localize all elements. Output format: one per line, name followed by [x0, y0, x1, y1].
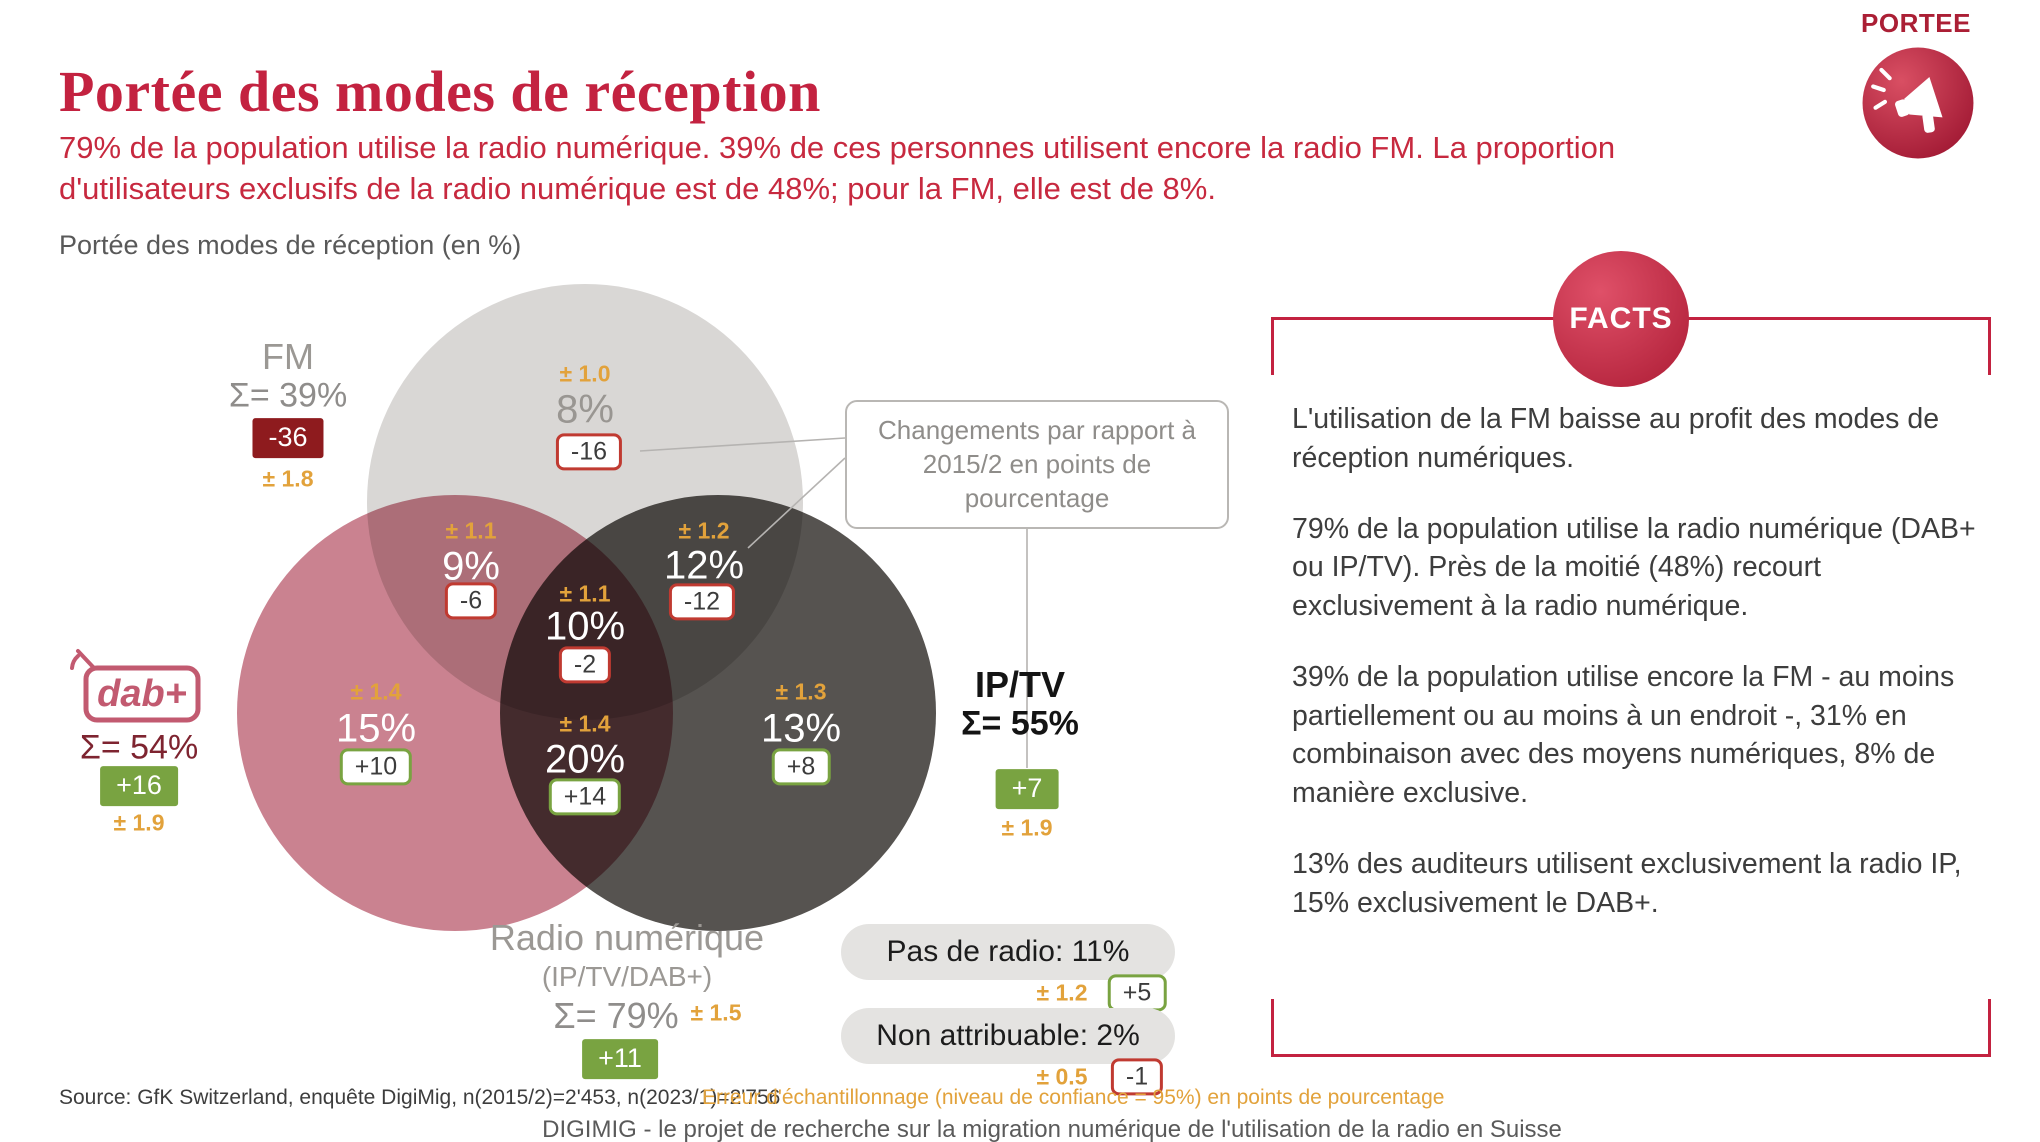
digital-sum: Σ= 79%	[553, 995, 679, 1036]
fm-only-margin: ± 1.0	[559, 360, 611, 387]
source-note: Source: GfK Switzerland, enquête DigiMig…	[59, 1086, 781, 1109]
dab-only-margin: ± 1.4	[350, 678, 402, 705]
fm-only-value: 8%	[556, 387, 614, 432]
facts-text: L'utilisation de la FM baisse au profit …	[1292, 400, 1984, 954]
dab-change-badge: +16	[100, 766, 178, 806]
no-radio-margin: ± 1.2	[1036, 979, 1088, 1006]
dab-iptv-change-badge: +14	[548, 778, 622, 816]
no-radio-change-badge: +5	[1107, 974, 1167, 1012]
dab-only-value: 15%	[335, 706, 417, 751]
iptv-set-label: IP/TV	[974, 664, 1066, 705]
iptv-only-change-badge: +8	[771, 748, 831, 786]
dab-logo-text: dab+	[97, 673, 187, 715]
iptv-sum: Σ= 55%	[961, 704, 1079, 743]
not-attributable-pill: Non attribuable: 2%	[841, 1008, 1175, 1064]
facts-paragraph: L'utilisation de la FM baisse au profit …	[1292, 403, 1940, 474]
dab-sum: Σ= 54%	[79, 728, 199, 767]
fm-iptv-margin: ± 1.2	[678, 517, 730, 544]
center-value: 10%	[544, 604, 626, 649]
callout-box: Changements par rapport à 2015/2 en poin…	[845, 400, 1229, 530]
dab-iptv-margin: ± 1.4	[559, 710, 611, 737]
digimig-note: DIGIMIG - le projet de recherche sur la …	[542, 1116, 1562, 1142]
fm-iptv-change-badge: -12	[668, 583, 736, 621]
fm-sum: Σ= 39%	[228, 376, 348, 415]
iptv-margin: ± 1.9	[1001, 814, 1053, 841]
dab-only-change-badge: +10	[339, 748, 413, 786]
megaphone-icon	[1859, 44, 1977, 162]
center-change-badge: -2	[558, 646, 612, 684]
page-subtitle: 79% de la population utilise la radio nu…	[59, 130, 1616, 206]
not-attributable-change-badge: -1	[1110, 1058, 1164, 1096]
fm-dab-change-badge: -6	[444, 582, 498, 620]
fm-iptv-value: 12%	[663, 543, 745, 588]
fm-only-change-badge: -16	[555, 433, 623, 471]
chart-title: Portée des modes de réception (en %)	[59, 230, 522, 260]
corner-section-label: PORTEE	[1861, 8, 1971, 38]
dab-margin: ± 1.9	[113, 809, 165, 836]
dab-iptv-value: 20%	[544, 737, 626, 782]
fm-dab-margin: ± 1.1	[445, 517, 497, 544]
fm-margin: ± 1.8	[262, 465, 314, 492]
iptv-circle	[500, 495, 936, 931]
no-radio-pill: Pas de radio: 11%	[841, 924, 1175, 980]
fm-set-label: FM	[262, 336, 314, 377]
page-title: Portée des modes de réception	[59, 59, 821, 124]
not-attributable-margin: ± 0.5	[1036, 1063, 1088, 1090]
fm-change-badge: -36	[252, 418, 324, 458]
iptv-only-margin: ± 1.3	[775, 678, 827, 705]
center-margin: ± 1.1	[559, 580, 611, 607]
facts-paragraph: 79% de la population utilise la radio nu…	[1292, 512, 1976, 623]
dab-plus-logo-icon: dab+	[64, 646, 204, 726]
digital-margin: ± 1.5	[690, 999, 742, 1026]
digital-set-label: Radio numérique	[489, 917, 765, 958]
fm-dab-value: 9%	[442, 544, 500, 589]
facts-badge: FACTS	[1553, 251, 1689, 387]
digital-change-badge: +11	[582, 1039, 658, 1079]
digital-set-sublabel: (IP/TV/DAB+)	[541, 961, 713, 992]
sampling-error-note: Erreur d'échantillonnage (niveau de conf…	[702, 1086, 1445, 1109]
facts-paragraph: 39% de la population utilise encore la F…	[1292, 660, 1955, 809]
facts-paragraph: 13% des auditeurs utilisent exclusivemen…	[1292, 847, 1962, 919]
iptv-change-badge: +7	[995, 769, 1059, 809]
iptv-only-value: 13%	[760, 706, 842, 751]
